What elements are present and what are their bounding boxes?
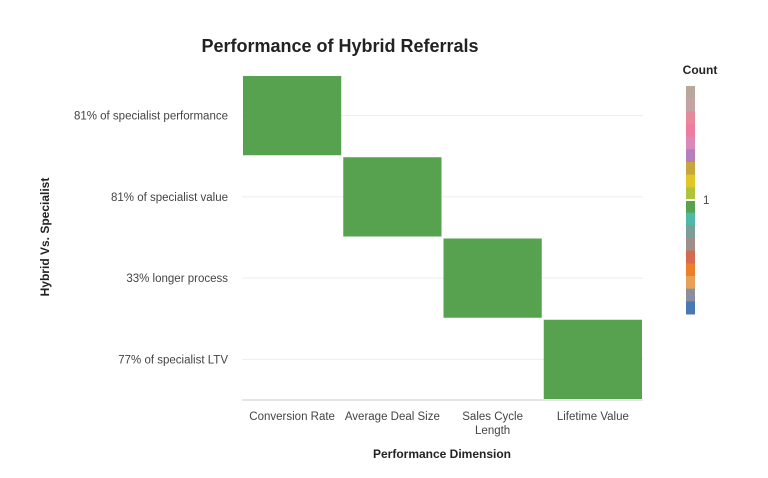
y-tick-label: 81% of specialist performance	[74, 111, 228, 123]
heatmap-cell	[343, 157, 442, 237]
legend-color-segment	[686, 288, 695, 302]
legend-color-segment	[686, 111, 695, 125]
x-tick-label: Average Deal Size	[345, 411, 440, 423]
legend-color-segment	[686, 174, 695, 188]
x-tick-label: Conversion Rate	[249, 411, 335, 423]
legend-color-segment	[686, 98, 695, 112]
legend-color-segment	[686, 149, 695, 163]
legend-color-segment	[686, 276, 695, 290]
y-tick-label: 33% longer process	[126, 273, 228, 285]
legend-colorbar: 1	[686, 86, 709, 315]
x-tick-label: Lifetime Value	[557, 411, 629, 423]
x-tick-layer: Conversion Rate Average Deal Size Sales Cy…	[249, 411, 629, 437]
y-tick-layer: 81% of specialist performance 81% of spec…	[74, 111, 228, 367]
x-tick-label: Sales Cycle Length	[462, 411, 523, 437]
legend-color-segment	[686, 225, 695, 239]
legend-color-segment	[686, 238, 695, 252]
legend-color-segment	[686, 136, 695, 150]
legend-color-segment	[686, 124, 695, 138]
legend-color-segment	[686, 200, 695, 214]
chart-title: Performance of Hybrid Referrals	[201, 36, 478, 56]
y-tick-label: 77% of specialist LTV	[118, 354, 228, 366]
heatmap-cell	[243, 76, 342, 156]
legend-color-segment	[686, 301, 695, 315]
heatmap-cell	[443, 238, 542, 318]
heatmap-cell	[543, 319, 642, 399]
y-tick-label: 81% of specialist value	[111, 192, 228, 204]
legend-color-segment	[686, 212, 695, 226]
cell-layer	[243, 76, 642, 399]
legend-color-segment	[686, 187, 695, 201]
y-axis-title: Hybrid Vs. Specialist	[38, 178, 52, 297]
x-axis-title: Performance Dimension	[373, 447, 511, 461]
legend-color-segment	[686, 162, 695, 176]
legend-title: Count	[683, 63, 718, 77]
legend-color-segment	[686, 86, 695, 100]
legend-color-segment	[686, 250, 695, 264]
legend-tick-label: 1	[703, 195, 709, 207]
legend-color-segment	[686, 263, 695, 277]
